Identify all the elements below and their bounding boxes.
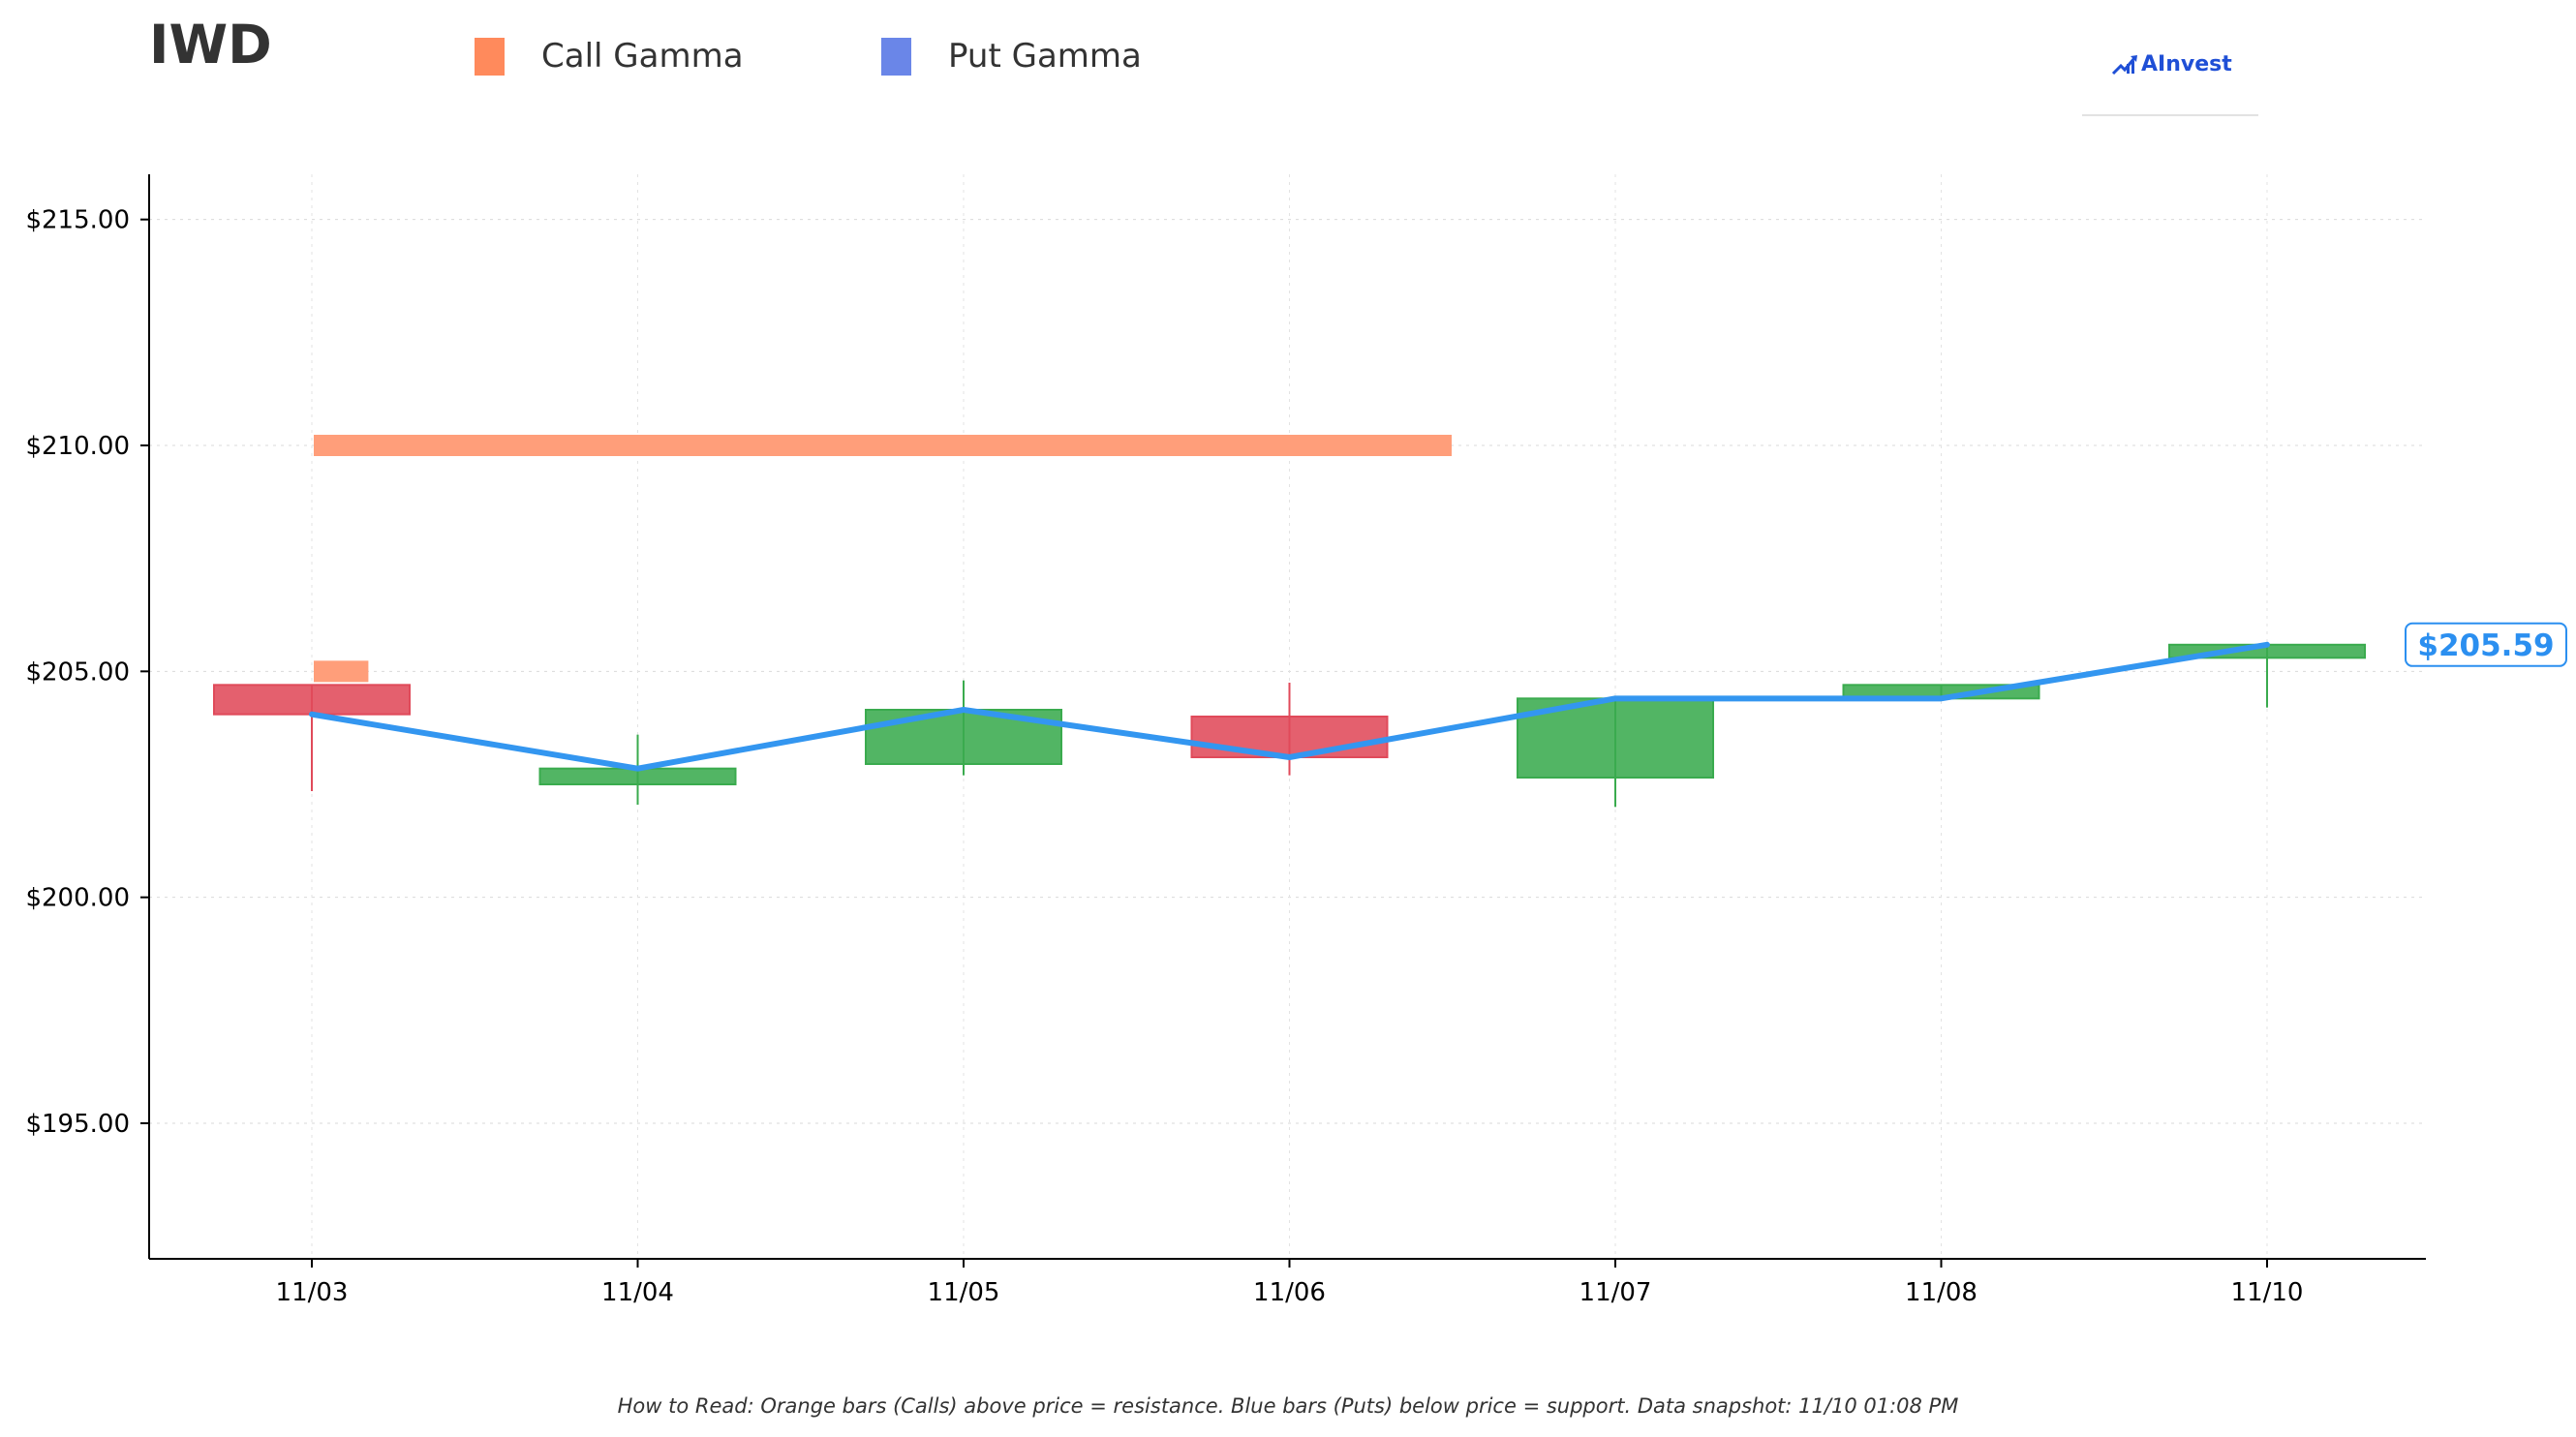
how-to-read-note: How to Read: Orange bars (Calls) above p… [617, 1394, 1959, 1418]
legend-call-gamma-swatch [475, 37, 505, 76]
price-line-layer [309, 641, 2270, 772]
y-tick-label: $215.00 [25, 206, 130, 235]
x-tick-label: 11/05 [928, 1278, 1000, 1307]
y-tick-label: $210.00 [25, 432, 130, 461]
x-tick-label: 11/07 [1579, 1278, 1652, 1307]
x-tick-label: 11/08 [1905, 1278, 1978, 1307]
call-gamma-bar [314, 435, 1452, 456]
legend-call-gamma: Call Gamma [475, 37, 744, 76]
legend-put-gamma-label: Put Gamma [948, 37, 1142, 76]
price-tag-layer: $205.59 [2405, 622, 2567, 667]
ainvest-chart-icon [2111, 55, 2137, 76]
legend-call-gamma-label: Call Gamma [541, 37, 744, 76]
gamma-bars-layer [314, 435, 1452, 683]
y-tick-label: $205.00 [25, 657, 130, 687]
candlestick-chart: $195.00 $200.00 $205.00 $210.00 $215.00 11/03… [25, 174, 2567, 1307]
x-tick-label: 11/03 [276, 1278, 349, 1307]
legend-put-gamma: Put Gamma [881, 37, 1142, 76]
x-tick-label: 11/04 [601, 1278, 674, 1307]
price-line [309, 641, 2270, 772]
candles-layer [213, 643, 2366, 808]
x-tick-label: 11/10 [2231, 1278, 2304, 1307]
call-gamma-bar [314, 660, 369, 683]
ainvest-logo: AInvest [2082, 45, 2258, 116]
y-tick-label: $200.00 [25, 884, 130, 913]
y-tick-label: $195.00 [25, 1110, 130, 1139]
ainvest-logo-text: AInvest [2141, 52, 2232, 76]
legend-put-gamma-swatch [881, 37, 911, 76]
candle-body [213, 684, 411, 716]
current-price-tag [2405, 622, 2567, 667]
current-price-label: $205.59 [2417, 628, 2554, 663]
tick-labels-layer: $195.00 $200.00 $205.00 $210.00 $215.00 11/03… [25, 206, 2303, 1307]
axes-layer [140, 174, 2426, 1268]
x-tick-label: 11/06 [1253, 1278, 1326, 1307]
candle-body [1190, 716, 1389, 758]
chart-title: IWD [149, 14, 272, 76]
